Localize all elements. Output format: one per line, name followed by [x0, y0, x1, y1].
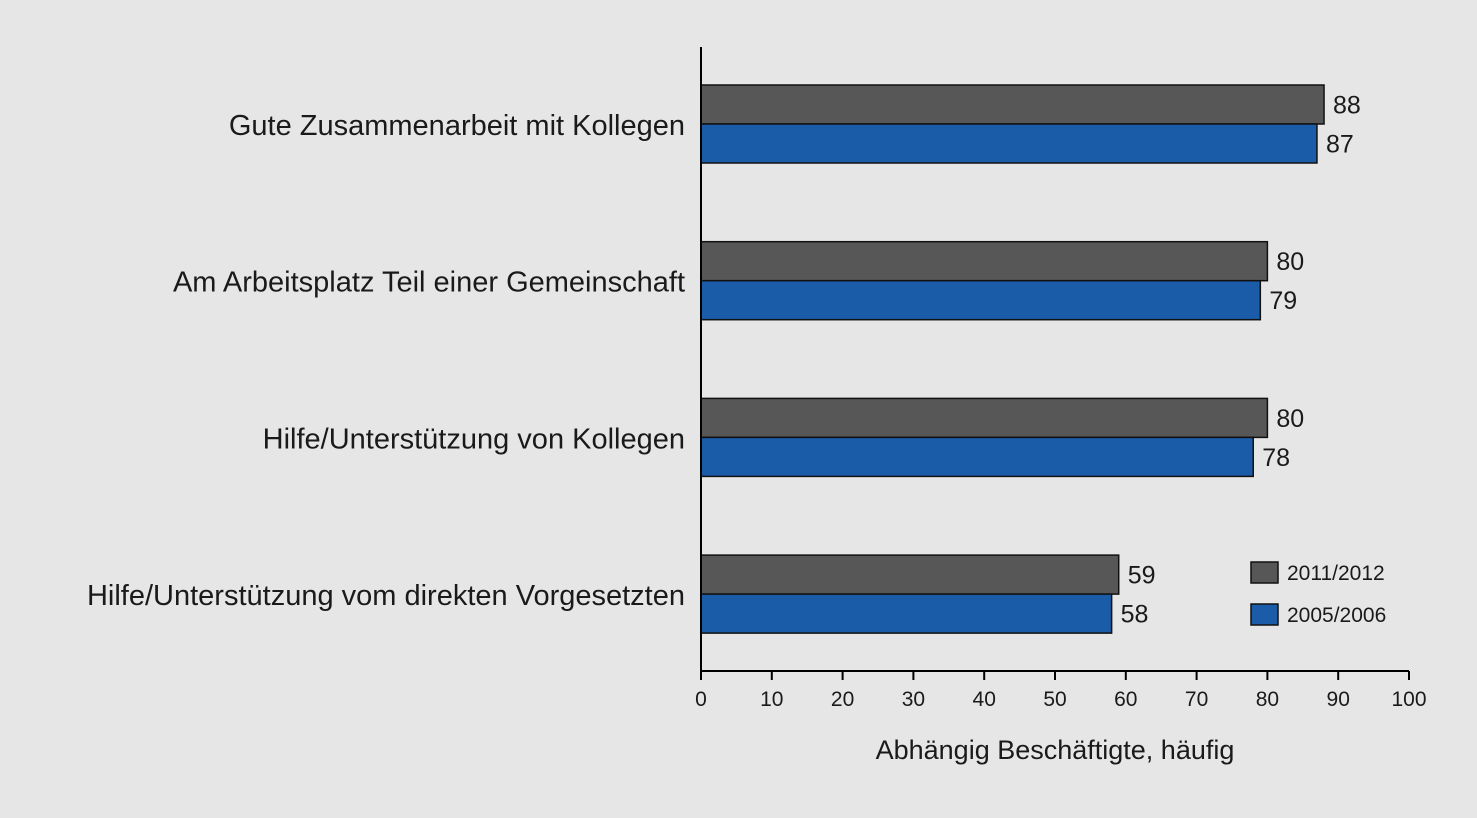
bar — [700, 436, 1254, 478]
x-tick-label: 30 — [902, 688, 925, 711]
category-label: Am Arbeitsplatz Teil einer Gemeinschaft — [173, 267, 685, 299]
x-tick-label: 50 — [1043, 688, 1066, 711]
data-label: 79 — [1269, 287, 1297, 315]
x-tick-label: 80 — [1256, 688, 1279, 711]
bar — [700, 240, 1269, 282]
bar — [700, 279, 1262, 321]
x-tick-label: 100 — [1391, 688, 1426, 711]
bar — [700, 593, 1113, 634]
category-label: Gute Zusammenarbeit mit Kollegen — [229, 110, 685, 142]
x-tick-label: 0 — [695, 688, 707, 711]
category-labels: Gute Zusammenarbeit mit Kollegen Am Arbei… — [87, 110, 685, 612]
x-tick-label: 90 — [1327, 688, 1350, 711]
legend-label: 2005/2006 — [1287, 604, 1386, 627]
legend-label: 2011/2012 — [1287, 562, 1385, 585]
bars-group: 88 87 80 79 80 78 59 58 — [700, 84, 1361, 634]
x-tick-label: 40 — [973, 688, 996, 711]
bar — [700, 397, 1269, 439]
data-label: 87 — [1326, 131, 1354, 159]
data-label: 80 — [1276, 248, 1304, 276]
category-label: Hilfe/Unterstützung von Kollegen — [263, 423, 685, 455]
x-tick-label: 70 — [1185, 688, 1208, 711]
data-label: 80 — [1276, 405, 1304, 433]
x-ticks: 0 10 20 30 40 50 60 70 80 90 100 — [695, 671, 1427, 711]
x-tick-label: 20 — [831, 688, 854, 711]
legend: 2011/2012 2005/2006 — [1250, 561, 1386, 627]
legend-swatch — [1250, 603, 1279, 626]
bar — [700, 554, 1120, 595]
x-axis-title: Abhängig Beschäftigte, häufig — [876, 735, 1235, 765]
x-tick-label: 60 — [1114, 688, 1137, 711]
category-label: Hilfe/Unterstützung vom direkten Vorgese… — [87, 580, 685, 612]
legend-swatch — [1250, 561, 1279, 584]
data-label: 78 — [1262, 444, 1290, 472]
data-label: 88 — [1333, 92, 1361, 120]
bar — [700, 123, 1318, 164]
x-tick-label: 10 — [760, 688, 783, 711]
bar — [700, 84, 1325, 125]
data-label: 58 — [1121, 601, 1149, 629]
data-label: 59 — [1128, 562, 1156, 590]
